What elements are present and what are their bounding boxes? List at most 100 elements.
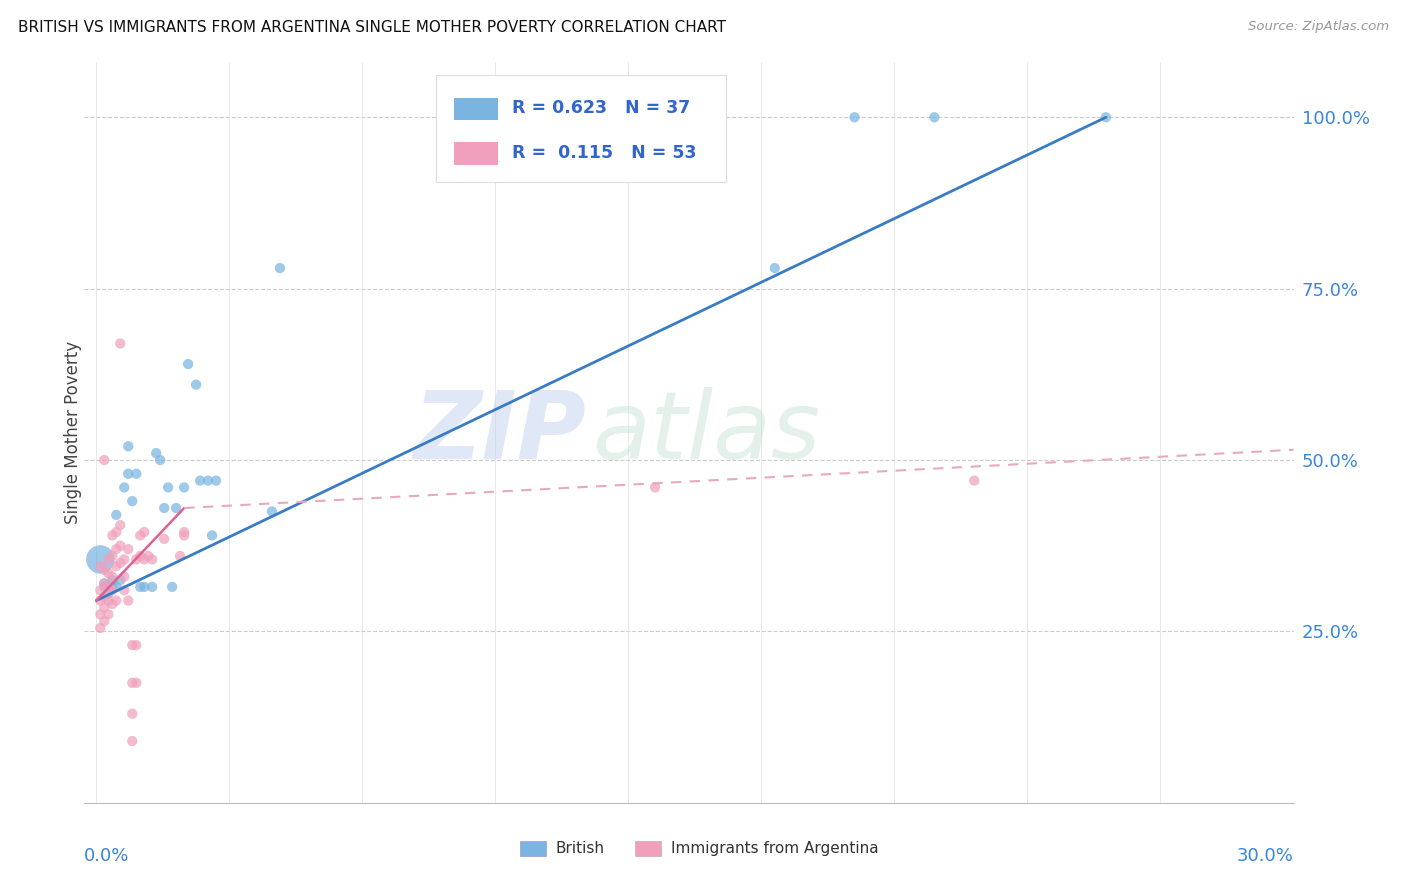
Point xyxy=(93,614,115,628)
Text: 0.0%: 0.0% xyxy=(84,847,129,865)
Text: 30.0%: 30.0% xyxy=(1237,847,1294,865)
Point xyxy=(97,593,120,607)
Point xyxy=(97,580,120,594)
Point xyxy=(121,676,143,690)
Point xyxy=(844,110,866,124)
Text: R =  0.115   N = 53: R = 0.115 N = 53 xyxy=(512,144,697,161)
Point xyxy=(173,480,195,494)
Point xyxy=(89,621,111,635)
Point xyxy=(97,580,120,594)
Point xyxy=(112,583,135,598)
FancyBboxPatch shape xyxy=(520,841,547,856)
Point xyxy=(110,336,132,351)
Point xyxy=(121,706,143,721)
Point xyxy=(97,552,120,566)
Point xyxy=(1095,110,1118,124)
Point xyxy=(136,549,159,563)
Point xyxy=(89,552,111,566)
Point xyxy=(173,524,195,539)
Text: Source: ZipAtlas.com: Source: ZipAtlas.com xyxy=(1249,20,1389,33)
Point xyxy=(963,474,986,488)
Point xyxy=(269,261,291,276)
Point xyxy=(125,552,148,566)
Text: ZIP: ZIP xyxy=(413,386,586,479)
Point xyxy=(117,439,139,453)
Point xyxy=(110,556,132,570)
Point xyxy=(89,559,111,574)
Point xyxy=(117,593,139,607)
Point xyxy=(149,453,172,467)
Point xyxy=(101,597,124,611)
Point xyxy=(110,573,132,587)
Point xyxy=(141,552,163,566)
Point xyxy=(145,446,167,460)
Point xyxy=(110,539,132,553)
Point xyxy=(105,593,128,607)
Point xyxy=(129,528,152,542)
FancyBboxPatch shape xyxy=(436,75,727,182)
Point xyxy=(112,552,135,566)
Point xyxy=(101,549,124,563)
Point xyxy=(169,549,191,563)
Point xyxy=(101,583,124,598)
Point xyxy=(112,480,135,494)
Point xyxy=(105,524,128,539)
Point xyxy=(134,580,156,594)
Point xyxy=(184,377,207,392)
Point xyxy=(93,563,115,577)
Point xyxy=(763,261,786,276)
Point xyxy=(93,580,115,594)
Point xyxy=(105,542,128,557)
FancyBboxPatch shape xyxy=(454,98,498,120)
Point xyxy=(93,576,115,591)
Text: Immigrants from Argentina: Immigrants from Argentina xyxy=(671,841,879,856)
Point xyxy=(101,580,124,594)
Point xyxy=(89,583,111,598)
Point xyxy=(105,508,128,522)
Point xyxy=(924,110,946,124)
Point xyxy=(93,576,115,591)
Text: BRITISH VS IMMIGRANTS FROM ARGENTINA SINGLE MOTHER POVERTY CORRELATION CHART: BRITISH VS IMMIGRANTS FROM ARGENTINA SIN… xyxy=(18,20,727,35)
Point xyxy=(117,542,139,557)
Y-axis label: Single Mother Poverty: Single Mother Poverty xyxy=(65,341,82,524)
Point xyxy=(97,566,120,581)
Point xyxy=(101,528,124,542)
Point xyxy=(188,474,211,488)
Point xyxy=(153,501,176,516)
Point xyxy=(93,590,115,604)
Point xyxy=(134,552,156,566)
Point xyxy=(121,494,143,508)
Point xyxy=(644,480,666,494)
Point xyxy=(121,734,143,748)
Point xyxy=(141,580,163,594)
Point xyxy=(125,467,148,481)
Point xyxy=(157,480,180,494)
Point xyxy=(197,474,219,488)
Point xyxy=(125,638,148,652)
Point xyxy=(97,587,120,601)
Point xyxy=(110,518,132,533)
Point xyxy=(112,569,135,583)
Point xyxy=(93,600,115,615)
Point xyxy=(260,504,283,518)
Point xyxy=(125,676,148,690)
Text: R = 0.623   N = 37: R = 0.623 N = 37 xyxy=(512,99,690,118)
Point xyxy=(89,607,111,622)
FancyBboxPatch shape xyxy=(454,143,498,165)
Point xyxy=(101,569,124,583)
Point xyxy=(117,467,139,481)
Point xyxy=(121,638,143,652)
Point xyxy=(129,580,152,594)
Point xyxy=(129,549,152,563)
Point xyxy=(160,580,183,594)
Point xyxy=(89,593,111,607)
Point xyxy=(134,524,156,539)
Point xyxy=(101,573,124,587)
Point xyxy=(153,532,176,546)
Point xyxy=(177,357,200,371)
Point xyxy=(105,580,128,594)
Point xyxy=(97,607,120,622)
Point xyxy=(165,501,187,516)
Point xyxy=(205,474,228,488)
Text: British: British xyxy=(555,841,605,856)
